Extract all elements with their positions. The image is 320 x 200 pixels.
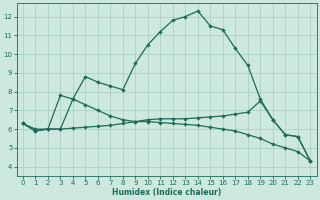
X-axis label: Humidex (Indice chaleur): Humidex (Indice chaleur) [112,188,221,197]
